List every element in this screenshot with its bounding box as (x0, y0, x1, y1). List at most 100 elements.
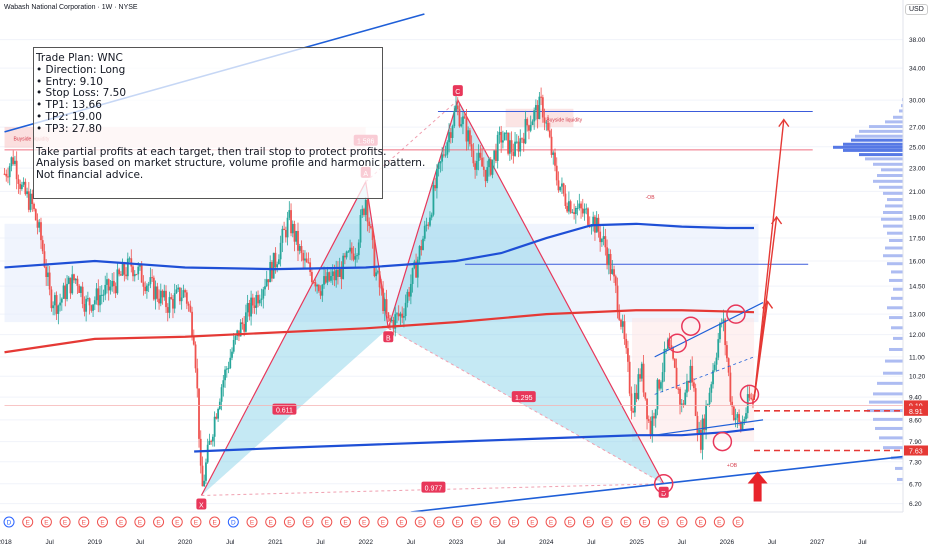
candle-body (658, 379, 661, 389)
volume-profile-bar (885, 359, 903, 363)
candle-body (672, 348, 674, 359)
event-marker (545, 516, 557, 528)
candle-body (161, 290, 164, 298)
candle-body (184, 290, 187, 293)
candle-body (505, 132, 508, 134)
candle-body (86, 298, 89, 300)
time-axis-label: Jul (497, 539, 506, 546)
candle-body (731, 401, 734, 407)
candle-body (293, 223, 296, 242)
candle-body (85, 298, 88, 312)
candle-body (211, 436, 214, 442)
candle-body (253, 305, 256, 308)
candle-body (267, 279, 270, 283)
candle-body (276, 264, 279, 268)
candle-body (62, 285, 65, 299)
candle-body (590, 226, 593, 228)
candle-body (587, 208, 589, 226)
candle-body (262, 289, 265, 299)
volume-profile-bar (885, 120, 903, 124)
candle-body (630, 393, 633, 411)
candle-body (500, 131, 503, 143)
candle-body (33, 203, 35, 210)
candle-body (404, 302, 407, 317)
candle-body (627, 348, 629, 362)
price-axis-label: 10.20 (909, 374, 926, 381)
candle-body (642, 363, 645, 393)
volume-profile-bar (885, 246, 903, 250)
price-axis-label: 7.90 (909, 439, 922, 446)
candle-body (92, 304, 94, 311)
candle-body (453, 110, 456, 127)
candle-body (265, 279, 268, 287)
candle-body (350, 247, 353, 254)
time-axis-label: 2020 (178, 539, 193, 546)
price-axis-label: 38.00 (909, 37, 926, 44)
currency-button[interactable]: USD (905, 4, 928, 15)
candle-body (222, 380, 225, 388)
time-axis-label: 2025 (629, 539, 644, 546)
candle-body (729, 372, 732, 402)
candle-body (526, 118, 529, 126)
event-marker (3, 516, 15, 528)
candle-body (304, 258, 306, 261)
candle-body (519, 138, 522, 152)
candle-body (719, 323, 721, 340)
ma-red-line (4, 309, 755, 354)
volume-profile-bar (869, 125, 903, 129)
candle-body (752, 399, 754, 405)
candle-body (656, 379, 659, 410)
candle-body (316, 284, 318, 287)
event-marker-label: E (568, 520, 573, 527)
volume-profile-bar (881, 217, 903, 221)
candle-body (225, 368, 228, 370)
event-marker-label: E (399, 520, 404, 527)
event-marker-label: D (7, 520, 12, 527)
candle-body (29, 193, 32, 210)
candle-body (449, 132, 452, 138)
candle-body (387, 312, 390, 319)
candle-body (356, 255, 358, 257)
candle-body (614, 276, 617, 286)
candle-body (132, 266, 134, 277)
candle-body (43, 251, 46, 267)
candle-body (302, 252, 305, 261)
candle-body (375, 272, 378, 277)
candle-body (446, 142, 449, 155)
event-marker (321, 516, 333, 528)
event-marker-label: E (661, 520, 666, 527)
volume-profile-bar (883, 210, 903, 214)
candle-body (611, 269, 614, 274)
candle-body (291, 223, 294, 234)
candle-body (95, 288, 98, 301)
candle-body (5, 173, 8, 177)
candle-body (552, 152, 555, 155)
candle-body (366, 199, 369, 222)
volume-profile-bar (859, 153, 903, 157)
candle-body (732, 406, 735, 420)
candle-body (442, 154, 445, 156)
time-axis-label: Jul (226, 539, 235, 546)
price-axis-label: 13.00 (909, 312, 926, 319)
volume-profile-bar (875, 426, 903, 430)
time-axis-label: 2023 (449, 539, 464, 546)
pattern-point-label: D (661, 491, 666, 498)
candle-body (581, 208, 584, 214)
candle-body (368, 221, 371, 227)
trade-plan-note-3: Not financial advice. (36, 169, 144, 182)
candle-body (45, 266, 48, 278)
candle-body (24, 181, 27, 195)
trade-plan-note[interactable]: Trade Plan: WNC • Direction: Long • Entr… (33, 47, 425, 199)
candle-body (196, 368, 199, 389)
candle-body (189, 305, 192, 312)
event-marker-label: E (119, 520, 124, 527)
volume-profile-bar (859, 129, 903, 133)
time-axis-label: Jul (858, 539, 867, 546)
time-axis-label: 2019 (88, 539, 103, 546)
candle-body (547, 122, 549, 131)
candle-body (455, 105, 457, 111)
candle-body (456, 105, 459, 110)
event-marker-label: E (530, 520, 535, 527)
candle-body (243, 323, 246, 332)
